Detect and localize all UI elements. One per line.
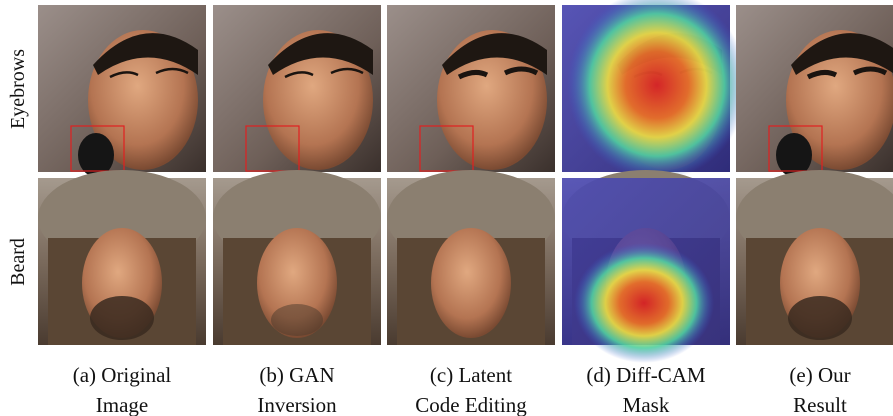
caption: Image	[96, 393, 148, 416]
caption: (a) Original	[73, 363, 172, 387]
caption: Mask	[623, 393, 670, 416]
figure: Eyebrows Beard (a) Original Image (b) GAN I…	[0, 0, 893, 416]
caption: (e) Our	[789, 363, 850, 387]
row-label: Beard	[7, 238, 29, 286]
beard	[90, 296, 154, 340]
row-label: Eyebrows	[7, 49, 29, 129]
microphone	[776, 133, 812, 177]
caption: Code Editing	[415, 393, 527, 416]
caption: (c) Latent	[430, 363, 512, 387]
caption: Result	[793, 393, 847, 416]
face	[431, 228, 511, 338]
microphone	[78, 133, 114, 177]
caption: (d) Diff-CAM	[586, 363, 706, 387]
cam-heat	[574, 243, 714, 363]
caption: Inversion	[257, 393, 337, 416]
beard	[271, 304, 323, 336]
caption: (b) GAN	[259, 363, 334, 387]
beard	[788, 296, 852, 340]
image-grid	[38, 0, 893, 363]
